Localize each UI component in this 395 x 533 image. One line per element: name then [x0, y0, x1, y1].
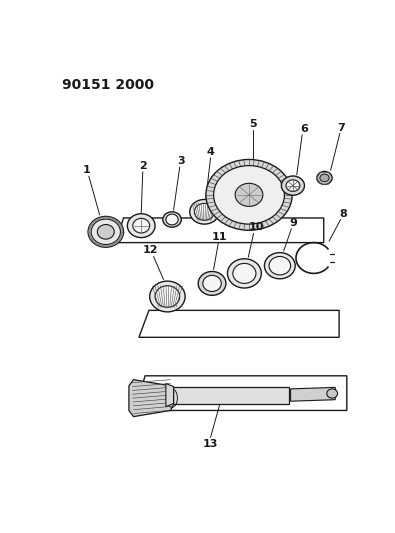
Ellipse shape	[327, 389, 338, 398]
Ellipse shape	[269, 256, 291, 275]
Ellipse shape	[320, 174, 329, 182]
Text: 6: 6	[300, 124, 308, 134]
Ellipse shape	[150, 281, 185, 312]
Ellipse shape	[91, 219, 120, 245]
Ellipse shape	[228, 259, 261, 288]
Ellipse shape	[281, 176, 305, 195]
Ellipse shape	[166, 214, 178, 225]
Ellipse shape	[317, 172, 332, 184]
Text: 5: 5	[249, 119, 257, 129]
Text: 3: 3	[177, 156, 185, 166]
Ellipse shape	[214, 166, 284, 224]
Ellipse shape	[155, 286, 180, 308]
Ellipse shape	[203, 276, 221, 292]
Polygon shape	[291, 387, 335, 401]
Ellipse shape	[233, 263, 256, 284]
Ellipse shape	[264, 253, 295, 279]
Text: 12: 12	[143, 245, 158, 255]
Text: 90151 2000: 90151 2000	[62, 78, 154, 92]
Polygon shape	[129, 379, 173, 417]
Text: 7: 7	[338, 123, 345, 133]
Text: 11: 11	[212, 232, 228, 242]
Ellipse shape	[133, 219, 150, 233]
Ellipse shape	[235, 183, 263, 206]
Polygon shape	[166, 384, 173, 407]
Ellipse shape	[97, 224, 114, 239]
Text: 10: 10	[248, 222, 263, 232]
Ellipse shape	[190, 199, 219, 224]
Ellipse shape	[88, 216, 124, 247]
Ellipse shape	[127, 214, 155, 238]
Text: 4: 4	[207, 147, 214, 157]
Text: 1: 1	[83, 165, 90, 175]
Text: 8: 8	[339, 209, 347, 219]
Text: 2: 2	[139, 160, 147, 171]
Ellipse shape	[163, 212, 181, 227]
Ellipse shape	[194, 203, 214, 220]
Text: 13: 13	[203, 439, 218, 449]
Ellipse shape	[198, 271, 226, 295]
Polygon shape	[170, 386, 289, 403]
Ellipse shape	[286, 180, 300, 191]
Ellipse shape	[206, 159, 292, 230]
Text: 9: 9	[290, 217, 297, 228]
